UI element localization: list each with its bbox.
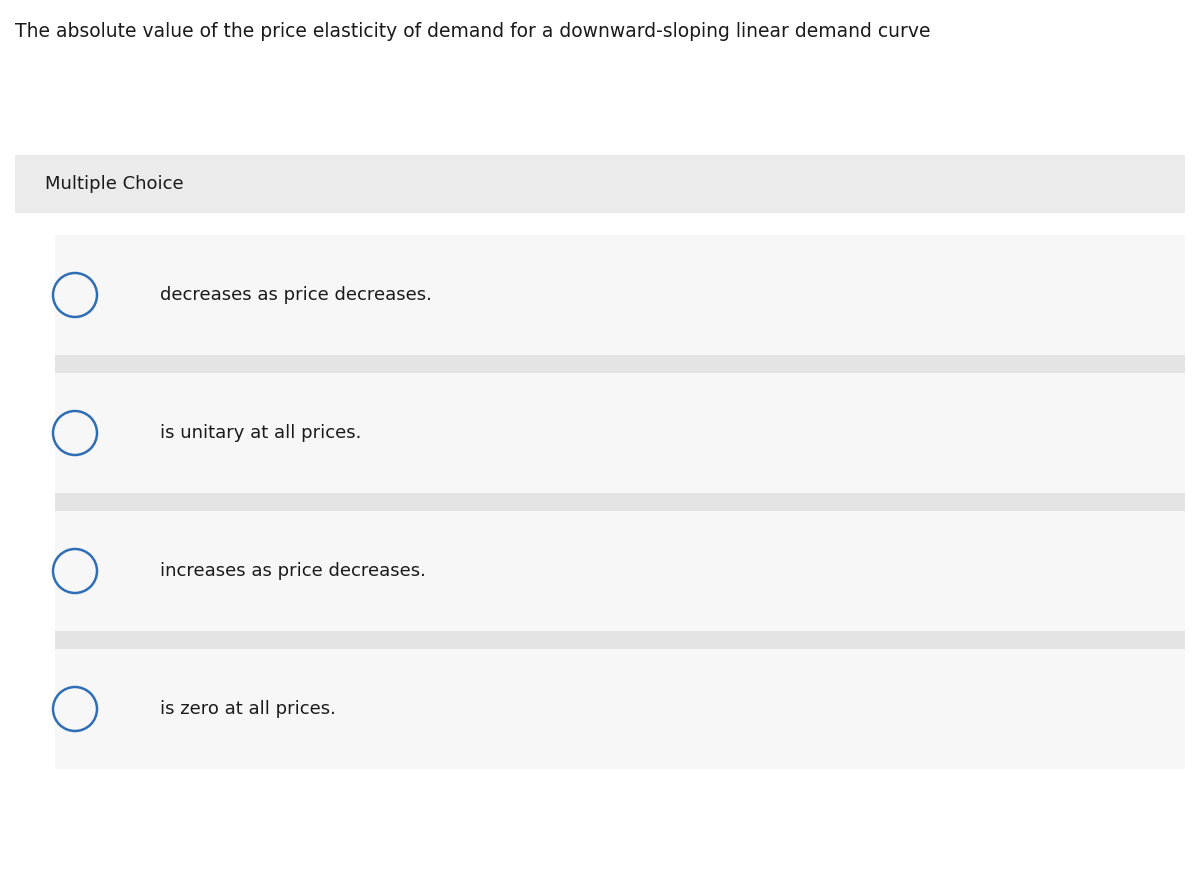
Text: increases as price decreases.: increases as price decreases. <box>160 562 426 580</box>
Text: is zero at all prices.: is zero at all prices. <box>160 700 336 718</box>
Text: is unitary at all prices.: is unitary at all prices. <box>160 424 361 442</box>
Bar <box>55 649 1186 769</box>
Text: The absolute value of the price elasticity of demand for a downward-sloping line: The absolute value of the price elastici… <box>14 22 930 41</box>
Text: decreases as price decreases.: decreases as price decreases. <box>160 286 432 304</box>
Bar <box>55 511 1186 631</box>
Bar <box>55 493 1186 511</box>
Bar <box>55 355 1186 373</box>
Bar <box>55 631 1186 649</box>
Bar <box>55 235 1186 355</box>
Text: Multiple Choice: Multiple Choice <box>46 175 184 193</box>
Bar <box>55 373 1186 493</box>
Bar <box>14 155 1186 213</box>
